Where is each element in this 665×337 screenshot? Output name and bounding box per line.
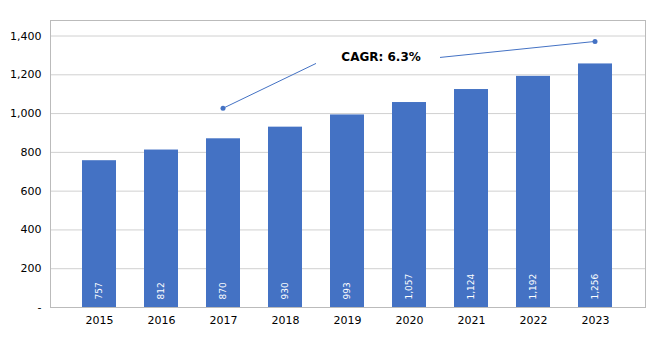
svg-text:2019: 2019 [334,314,362,327]
svg-text:757: 757 [94,282,104,299]
svg-text:-: - [38,301,42,314]
svg-text:600: 600 [21,185,42,198]
svg-text:1,192: 1,192 [528,274,538,300]
svg-text:200: 200 [21,262,42,275]
svg-text:CAGR: 6.3%: CAGR: 6.3% [341,50,420,64]
svg-text:993: 993 [342,282,352,299]
svg-text:2021: 2021 [458,314,486,327]
svg-text:1,057: 1,057 [404,274,414,300]
svg-text:2017: 2017 [210,314,238,327]
svg-text:1,256: 1,256 [590,273,600,299]
svg-text:2022: 2022 [520,314,548,327]
svg-text:1,200: 1,200 [10,68,42,81]
svg-text:400: 400 [21,223,42,236]
svg-text:2023: 2023 [582,314,610,327]
svg-text:1,000: 1,000 [10,107,42,120]
svg-text:2020: 2020 [396,314,424,327]
svg-text:930: 930 [280,282,290,299]
svg-text:812: 812 [156,282,166,299]
svg-text:1,124: 1,124 [466,273,476,299]
svg-text:2015: 2015 [86,314,114,327]
svg-text:2016: 2016 [148,314,176,327]
svg-text:1,400: 1,400 [10,30,42,43]
svg-text:2018: 2018 [272,314,300,327]
svg-text:870: 870 [218,282,228,299]
svg-text:800: 800 [21,146,42,159]
